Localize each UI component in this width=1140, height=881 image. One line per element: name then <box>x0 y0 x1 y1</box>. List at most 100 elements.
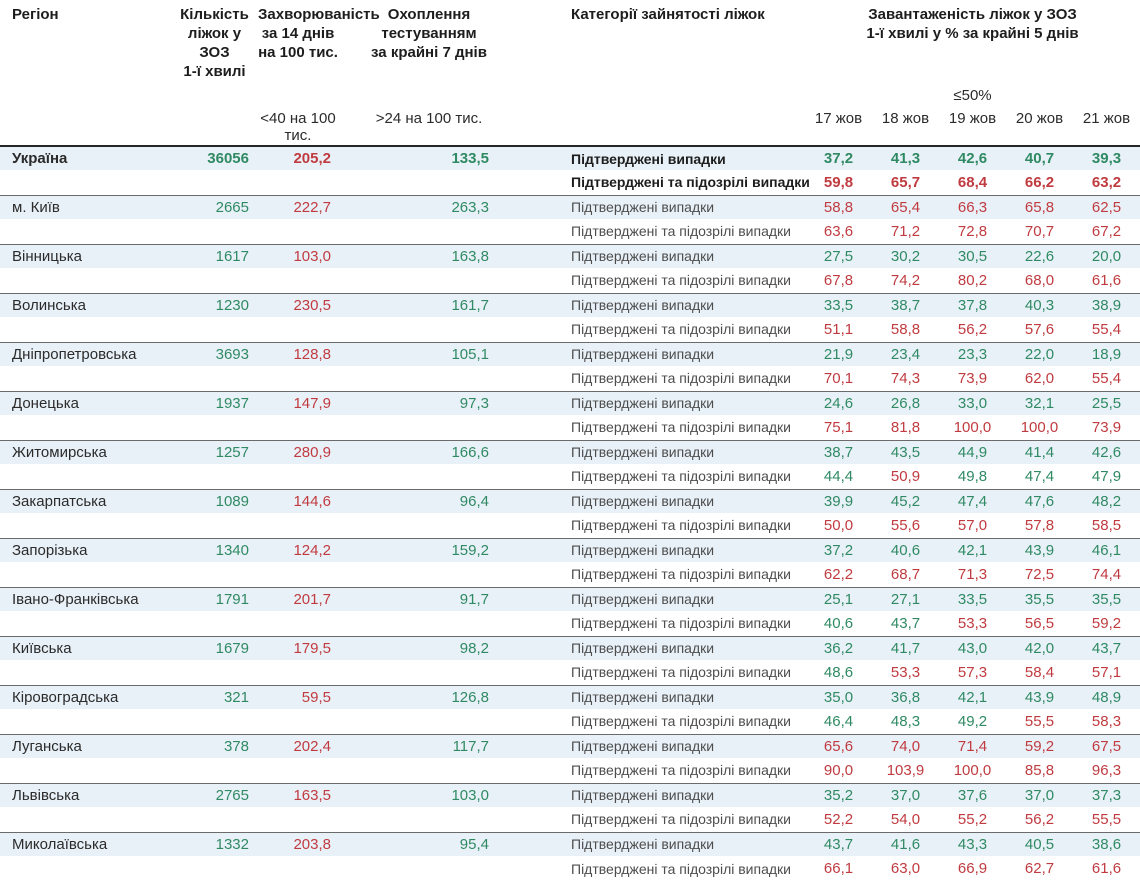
category-confirmed-label: Підтверджені випадки <box>519 635 805 660</box>
occupancy-value: 61,6 <box>1073 268 1140 293</box>
occupancy-value: 71,2 <box>872 219 939 244</box>
empty-cell <box>172 464 257 489</box>
occupancy-value: 66,2 <box>1006 170 1073 195</box>
region-row-suspected: Підтверджені та підозрілі випадки 70,1 7… <box>0 366 1140 391</box>
empty-cell <box>0 758 172 783</box>
empty-cell <box>172 758 257 783</box>
category-suspected-label: Підтверджені та підозрілі випадки <box>519 268 805 293</box>
region-name: Київська <box>0 635 172 660</box>
empty-cell <box>339 758 519 783</box>
occupancy-value: 74,2 <box>872 268 939 293</box>
occupancy-value: 75,1 <box>805 415 872 440</box>
beds-value: 321 <box>172 684 257 709</box>
occupancy-value: 73,9 <box>1073 415 1140 440</box>
occupancy-value: 71,3 <box>939 562 1006 587</box>
occupancy-value: 37,0 <box>872 782 939 807</box>
empty-cell <box>257 219 339 244</box>
region-row-confirmed: Житомирська 1257 280,9 166,6 Підтверджен… <box>0 439 1140 464</box>
occupancy-value: 50,0 <box>805 513 872 538</box>
beds-value: 2665 <box>172 194 257 219</box>
occupancy-value: 39,9 <box>805 488 872 513</box>
category-confirmed-label: Підтверджені випадки <box>519 243 805 268</box>
occupancy-value: 49,8 <box>939 464 1006 489</box>
occupancy-value: 81,8 <box>872 415 939 440</box>
category-suspected-label: Підтверджені та підозрілі випадки <box>519 170 810 195</box>
empty-cell <box>339 611 519 636</box>
incidence-value: 103,0 <box>257 243 339 268</box>
category-confirmed-label: Підтверджені випадки <box>519 586 805 611</box>
occupancy-value: 70,1 <box>805 366 872 391</box>
region-row-suspected: Підтверджені та підозрілі випадки 90,0 1… <box>0 758 1140 783</box>
empty-cell <box>172 562 257 587</box>
occupancy-value: 59,8 <box>805 170 872 195</box>
region-name: Волинська <box>0 292 172 317</box>
empty-cell <box>257 758 339 783</box>
occupancy-value: 37,2 <box>805 145 872 170</box>
table-header: Регіон Кількість ліжок у ЗОЗ 1-ї хвилі З… <box>0 0 1140 147</box>
occupancy-value: 43,9 <box>1006 537 1073 562</box>
occupancy-value: 45,2 <box>872 488 939 513</box>
empty-cell <box>172 170 257 195</box>
occupancy-value: 55,5 <box>1073 807 1140 832</box>
occupancy-value: 38,9 <box>1073 292 1140 317</box>
empty-cell <box>257 268 339 293</box>
occupancy-value: 20,0 <box>1073 243 1140 268</box>
col-header-incidence: Захворюваність за 14 днів на 100 тис. <box>258 6 380 61</box>
testing-value: 126,8 <box>339 684 519 709</box>
occupancy-value: 58,5 <box>1073 513 1140 538</box>
occupancy-value: 56,2 <box>1006 807 1073 832</box>
region-name: м. Київ <box>0 194 172 219</box>
empty-cell <box>0 366 172 391</box>
occupancy-value: 70,7 <box>1006 219 1073 244</box>
date-header-1: 17 жов <box>805 109 872 147</box>
category-suspected-label: Підтверджені та підозрілі випадки <box>519 513 805 538</box>
occupancy-value: 47,9 <box>1073 464 1140 489</box>
occupancy-value: 67,8 <box>805 268 872 293</box>
occupancy-value: 47,6 <box>1006 488 1073 513</box>
empty-cell <box>172 219 257 244</box>
empty-cell <box>257 170 339 195</box>
occupancy-value: 48,3 <box>872 709 939 734</box>
region-row-confirmed: Дніпропетровська 3693 128,8 105,1 Підтве… <box>0 341 1140 366</box>
region-row-confirmed: Закарпатська 1089 144,6 96,4 Підтверджен… <box>0 488 1140 513</box>
empty-cell <box>0 317 172 342</box>
date-header-3: 19 жов <box>939 109 1006 147</box>
occupancy-value: 57,3 <box>939 660 1006 685</box>
occupancy-value: 50,9 <box>872 464 939 489</box>
occupancy-value: 37,6 <box>939 782 1006 807</box>
category-suspected-label: Підтверджені та підозрілі випадки <box>519 366 805 391</box>
beds-value: 1340 <box>172 537 257 562</box>
table-body: Україна 36056 205,2 133,5 Підтверджені в… <box>0 145 1140 881</box>
region-row-suspected: Підтверджені та підозрілі випадки 67,8 7… <box>0 268 1140 293</box>
occupancy-value: 30,5 <box>939 243 1006 268</box>
col-header-testing: Охоплення тестуванням за крайні 7 днів <box>371 6 487 61</box>
occupancy-value: 55,5 <box>1006 709 1073 734</box>
empty-cell <box>257 709 339 734</box>
occupancy-value: 40,6 <box>872 537 939 562</box>
region-row-suspected: Підтверджені та підозрілі випадки 46,4 4… <box>0 709 1140 734</box>
occupancy-value: 43,3 <box>939 831 1006 856</box>
occupancy-value: 62,2 <box>805 562 872 587</box>
occupancy-value: 59,2 <box>1073 611 1140 636</box>
region-row-confirmed: Львівська 2765 163,5 103,0 Підтверджені … <box>0 782 1140 807</box>
occupancy-value: 25,5 <box>1073 390 1140 415</box>
beds-value: 3693 <box>172 341 257 366</box>
header-sub-row: <40 на 100 тис. >24 на 100 тис. 17 жов 1… <box>0 109 1140 147</box>
region-name: Донецька <box>0 390 172 415</box>
occupancy-value: 37,8 <box>939 292 1006 317</box>
empty-cell <box>172 415 257 440</box>
category-suspected-label: Підтверджені та підозрілі випадки <box>519 415 805 440</box>
occupancy-value: 42,0 <box>1006 635 1073 660</box>
category-confirmed-label: Підтверджені випадки <box>519 439 805 464</box>
region-name: Львівська <box>0 782 172 807</box>
occupancy-value: 44,4 <box>805 464 872 489</box>
occupancy-value: 53,3 <box>939 611 1006 636</box>
occupancy-value: 40,3 <box>1006 292 1073 317</box>
region-row-confirmed: Київська 1679 179,5 98,2 Підтверджені ви… <box>0 635 1140 660</box>
beds-value: 36056 <box>172 145 257 170</box>
category-suspected-label: Підтверджені та підозрілі випадки <box>519 709 805 734</box>
occupancy-value: 37,3 <box>1073 782 1140 807</box>
occupancy-value: 55,6 <box>872 513 939 538</box>
occupancy-value: 71,4 <box>939 733 1006 758</box>
